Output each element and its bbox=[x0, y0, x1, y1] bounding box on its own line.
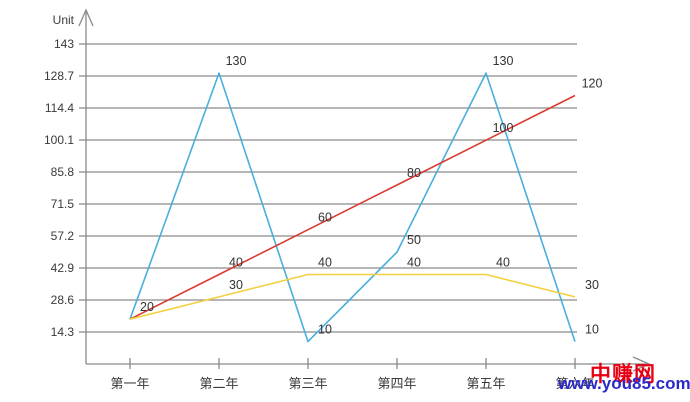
blue-series-point-label: 10 bbox=[585, 323, 599, 337]
y-tick-label: 114.4 bbox=[45, 101, 74, 115]
y-tick-label: 143 bbox=[54, 37, 74, 51]
blue-series-point-label: 130 bbox=[493, 54, 514, 68]
x-tick-label: 第五年 bbox=[466, 376, 505, 391]
blue-series-point-label: 10 bbox=[318, 323, 332, 337]
red-series-line bbox=[129, 94, 576, 320]
blue-series-point-label: 130 bbox=[226, 54, 247, 68]
yellow-series-line bbox=[129, 273, 576, 320]
red-series-point-label: 100 bbox=[493, 121, 514, 135]
x-tick-label: 第三年 bbox=[288, 376, 327, 391]
y-axis-arrow-icon bbox=[78, 8, 94, 27]
y-axis-title: Unit bbox=[53, 13, 75, 27]
y-tick-label: 14.3 bbox=[51, 325, 75, 339]
y-tick-label: 71.5 bbox=[51, 197, 75, 211]
y-tick-label: 28.6 bbox=[51, 293, 75, 307]
red-series-point-label: 20 bbox=[140, 300, 154, 314]
x-tick-label: 第一年 bbox=[110, 376, 149, 391]
y-tick-label: 85.8 bbox=[51, 165, 75, 179]
x-axis-arrow-icon bbox=[632, 356, 651, 372]
yellow-series-point-label: 30 bbox=[229, 278, 243, 292]
x-tick-label: 第六年 bbox=[555, 376, 594, 391]
x-tick-label: 第四年 bbox=[377, 376, 416, 391]
x-tick-label: 第二年 bbox=[199, 376, 238, 391]
blue-series-line bbox=[129, 72, 576, 343]
yellow-series-point-label: 40 bbox=[496, 255, 510, 269]
y-tick-label: 42.9 bbox=[51, 261, 75, 275]
y-tick-label: 57.2 bbox=[51, 229, 75, 243]
red-series-point-label: 80 bbox=[407, 166, 421, 180]
y-tick-label: 128.7 bbox=[44, 69, 74, 83]
red-series-point-label: 120 bbox=[582, 76, 603, 90]
yellow-series-point-label: 40 bbox=[407, 255, 421, 269]
blue-series-point-label: 50 bbox=[407, 233, 421, 247]
yellow-series-point-label: 30 bbox=[585, 278, 599, 292]
red-series-point-label: 40 bbox=[229, 255, 243, 269]
y-tick-label: 100.1 bbox=[44, 133, 74, 147]
red-series-point-label: 60 bbox=[318, 211, 332, 225]
yellow-series-point-label: 40 bbox=[318, 255, 332, 269]
